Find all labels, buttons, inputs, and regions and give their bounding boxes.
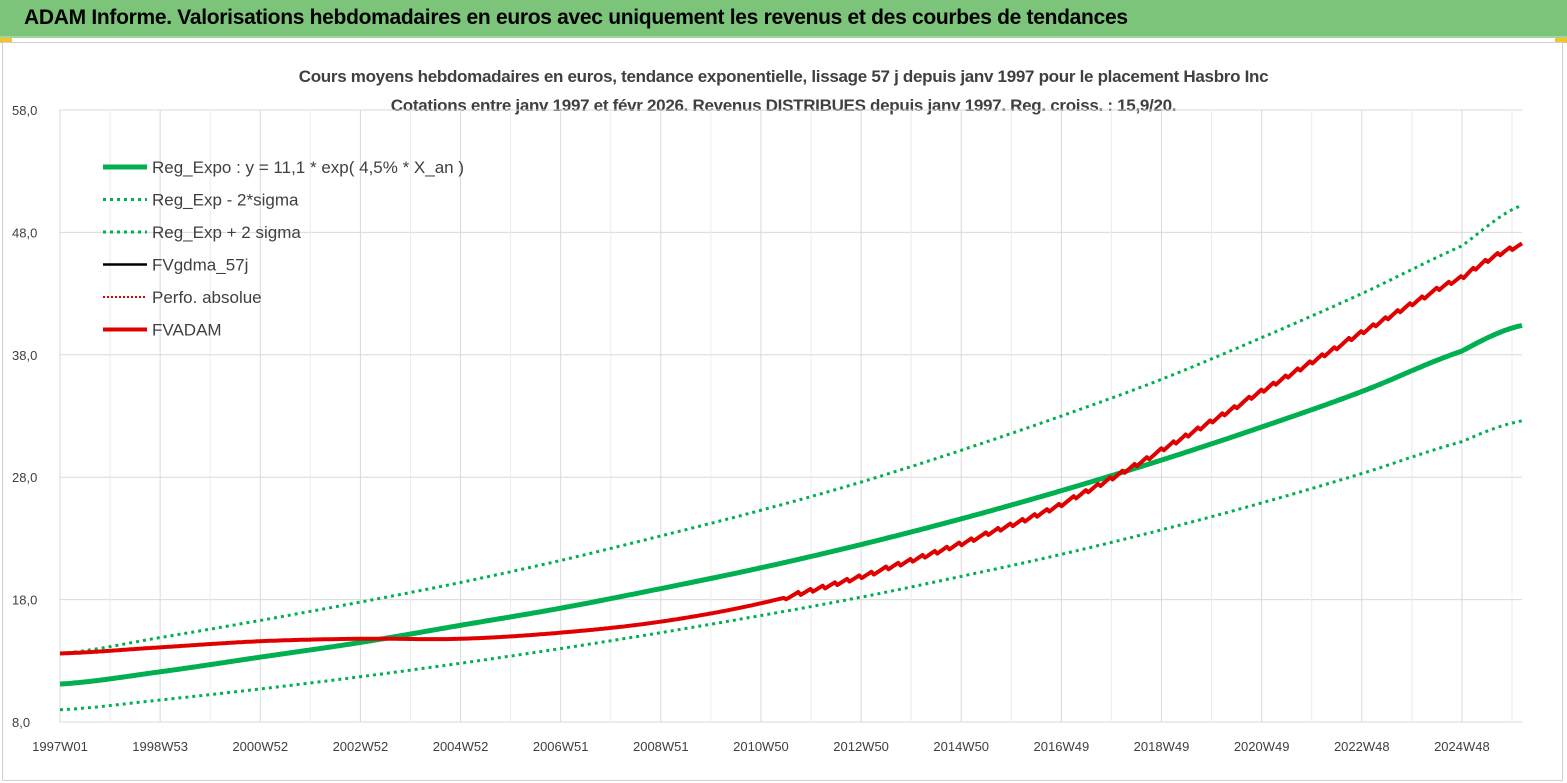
- x-tick-label: 2018W49: [1134, 739, 1190, 754]
- legend-label: Perfo. absolue: [152, 288, 262, 307]
- x-axis-ticks: 1997W01 1998W53 2000W52 2002W52 2004W52 2006W…: [32, 739, 1490, 754]
- x-tick-label: 2024W48: [1434, 739, 1490, 754]
- x-tick-label: 2022W48: [1334, 739, 1390, 754]
- series-line-2: [59, 204, 1523, 655]
- y-tick-label: 28,0: [12, 470, 37, 485]
- legend-label: Reg_Exp - 2*sigma: [152, 191, 299, 210]
- x-tick-label: 2004W52: [433, 739, 489, 754]
- x-tick-label: 2020W49: [1234, 739, 1290, 754]
- x-tick-label: 2006W51: [533, 739, 589, 754]
- x-tick-label: 2012W50: [833, 739, 889, 754]
- x-tick-label: 1997W01: [32, 739, 88, 754]
- legend-label: Reg_Exp + 2 sigma: [152, 223, 301, 242]
- y-tick-label: 8,0: [12, 715, 30, 730]
- chart-title: Cours moyens hebdomadaires en euros, ten…: [298, 67, 1269, 86]
- grid: [59, 109, 1522, 723]
- x-tick-label: 2002W52: [333, 739, 389, 754]
- x-tick-label: 1998W53: [132, 739, 188, 754]
- report-title: ADAM Informe. Valorisations hebdomadaire…: [24, 6, 1128, 29]
- x-tick-label: 2008W51: [633, 739, 689, 754]
- y-tick-label: 58,0: [12, 103, 37, 118]
- series-lines: [59, 204, 1524, 712]
- series-line-5: [59, 241, 1524, 656]
- corner-mark-left: [0, 38, 12, 43]
- series-line-1: [59, 419, 1523, 712]
- x-tick-label: 2014W50: [933, 739, 989, 754]
- y-axis-ticks: 58,0 48,0 38,0 28,0 18,0 8,0: [12, 103, 37, 730]
- y-tick-label: 38,0: [12, 348, 37, 363]
- y-tick-label: 48,0: [12, 225, 37, 240]
- legend-label: Reg_Expo : y = 11,1 * exp( 4,5% * X_an ): [152, 158, 464, 177]
- report-banner: ADAM Informe. Valorisations hebdomadaire…: [0, 0, 1567, 38]
- x-tick-label: 2010W50: [733, 739, 789, 754]
- y-tick-label: 18,0: [12, 593, 37, 608]
- legend-label: FVADAM: [152, 321, 222, 340]
- legend-label: FVgdma_57j: [152, 256, 248, 275]
- corner-mark-right: [1555, 38, 1567, 43]
- chart-frame: [2, 42, 1563, 781]
- x-tick-label: 2016W49: [1034, 739, 1090, 754]
- legend: Reg_Expo : y = 11,1 * exp( 4,5% * X_an )…: [103, 158, 464, 340]
- x-tick-label: 2000W52: [232, 739, 288, 754]
- series-line-0: [59, 322, 1523, 687]
